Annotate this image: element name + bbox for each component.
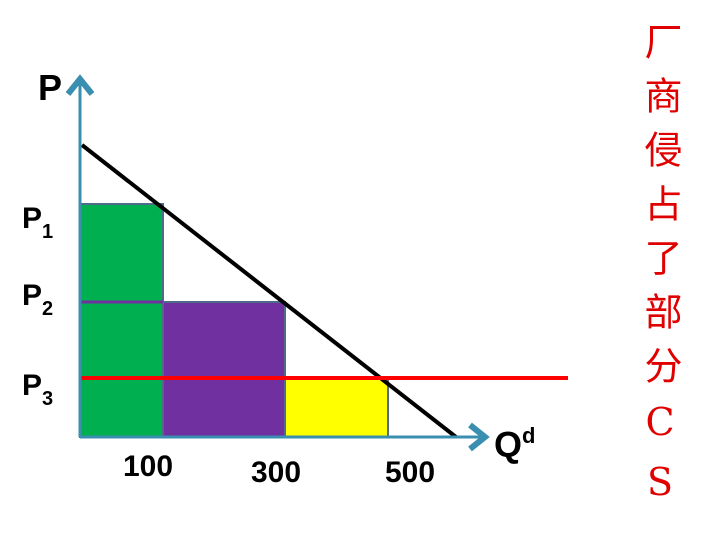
purple-area: [162, 301, 286, 438]
p-sub: 3: [42, 388, 53, 410]
y-axis-label: P: [38, 67, 62, 108]
side-note: 厂商侵占了部分CS: [638, 22, 682, 520]
x-tick-label: 500: [385, 456, 435, 489]
p-sub: 1: [42, 221, 53, 243]
p-main: P: [22, 279, 42, 312]
x-axis-label: Qd: [494, 423, 535, 465]
x-tick-label: 100: [123, 450, 173, 483]
y-tick-label: P1: [22, 202, 53, 243]
x-tick-label: 300: [251, 456, 301, 489]
p-main: P: [22, 369, 42, 402]
y-tick-label: P2: [22, 279, 53, 320]
y-tick-label: P3: [22, 369, 53, 410]
demand-line: [80, 143, 458, 439]
x-label-sup: d: [522, 423, 535, 448]
green-area: [79, 203, 164, 438]
x-label-main: Q: [494, 424, 522, 465]
p-main: P: [22, 202, 42, 235]
p-sub: 2: [42, 298, 53, 320]
yellow-area: [284, 377, 389, 438]
diagram: P Qd 100 300 500 P1 P2 P3: [22, 67, 568, 489]
